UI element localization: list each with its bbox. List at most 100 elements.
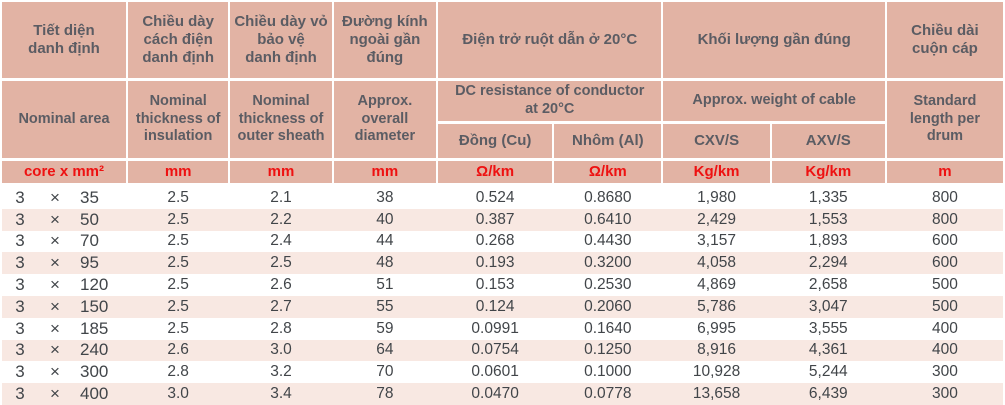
cores-count: 3 bbox=[15, 187, 25, 207]
unit-area: core x mm² bbox=[2, 161, 126, 183]
table-row: 3 × 35 2.5 2.1 38 0.524 0.8680 1,980 1,3… bbox=[2, 187, 1003, 209]
header-sheath-en: Nominal thickness of outer sheath bbox=[230, 81, 332, 158]
unit-sheath: mm bbox=[230, 161, 332, 183]
drum-length-value: 600 bbox=[932, 232, 958, 250]
subheader-aluminum: Nhôm (Al) bbox=[554, 124, 662, 158]
subheader-axvs: AXV/S bbox=[771, 124, 885, 158]
diameter-value: 44 bbox=[376, 232, 394, 250]
diameter-value: 38 bbox=[376, 188, 394, 206]
diameter-value: 70 bbox=[376, 363, 394, 381]
cxvs-weight-value: 10,928 bbox=[692, 363, 741, 381]
copper-resistance-value: 0.0470 bbox=[471, 385, 519, 403]
conductor-size: 95 bbox=[80, 253, 99, 273]
insulation-value: 2.5 bbox=[167, 276, 189, 294]
copper-resistance-value: 0.193 bbox=[475, 254, 515, 272]
insulation-value: 2.6 bbox=[167, 341, 189, 359]
insulation-value: 2.5 bbox=[167, 297, 189, 315]
header-nominal-area-vn: Tiết diện danh định bbox=[2, 2, 126, 78]
sheath-value: 2.6 bbox=[270, 276, 292, 294]
cores-count: 3 bbox=[15, 275, 25, 295]
header-resistance-group-en: DC resistance of conductor at 20°C bbox=[438, 81, 662, 121]
copper-resistance-value: 0.153 bbox=[475, 276, 515, 294]
cores-count: 3 bbox=[15, 253, 25, 273]
unit-insulation: mm bbox=[127, 161, 229, 183]
drum-length-value: 500 bbox=[932, 276, 958, 294]
diameter-value: 59 bbox=[376, 319, 394, 337]
aluminum-resistance-value: 0.1640 bbox=[584, 319, 632, 337]
header-drum-en: Standard length per drum bbox=[886, 81, 1003, 158]
times-sign: × bbox=[50, 296, 60, 316]
cxvs-weight-value: 2,429 bbox=[697, 210, 736, 228]
table-row: 3 × 300 2.8 3.2 70 0.0601 0.1000 10,928 … bbox=[2, 361, 1003, 384]
table-row: 3 × 70 2.5 2.4 44 0.268 0.4430 3,157 1,8… bbox=[2, 230, 1003, 253]
diameter-value: 48 bbox=[376, 254, 394, 272]
aluminum-resistance-value: 0.2060 bbox=[584, 297, 632, 315]
subheader-copper: Đồng (Cu) bbox=[438, 124, 553, 158]
copper-resistance-value: 0.268 bbox=[475, 232, 515, 250]
insulation-value: 2.8 bbox=[167, 363, 189, 381]
table-row: 3 × 150 2.5 2.7 55 0.124 0.2060 5,786 3,… bbox=[2, 295, 1003, 318]
aluminum-resistance-value: 0.6410 bbox=[584, 210, 632, 228]
cores-count: 3 bbox=[15, 340, 25, 360]
times-sign: × bbox=[50, 384, 60, 404]
cores-count: 3 bbox=[15, 209, 25, 229]
copper-resistance-value: 0.387 bbox=[475, 210, 515, 228]
diameter-value: 51 bbox=[376, 276, 394, 294]
subheader-cxvs: CXV/S bbox=[663, 124, 770, 158]
cores-count: 3 bbox=[15, 362, 25, 382]
axvs-weight-value: 1,553 bbox=[808, 210, 848, 228]
aluminum-resistance-value: 0.4430 bbox=[584, 232, 632, 250]
aluminum-resistance-value: 0.1000 bbox=[584, 363, 632, 381]
conductor-size: 150 bbox=[80, 296, 109, 316]
insulation-value: 2.5 bbox=[167, 254, 189, 272]
cores-count: 3 bbox=[15, 231, 25, 251]
table-row: 3 × 185 2.5 2.8 59 0.0991 0.1640 6,995 3… bbox=[2, 317, 1003, 340]
unit-diameter: mm bbox=[333, 161, 437, 183]
nominal-area-cell: 3 × 185 bbox=[2, 318, 126, 340]
cxvs-weight-value: 6,995 bbox=[697, 319, 736, 337]
cores-count: 3 bbox=[15, 318, 25, 338]
sheath-value: 2.2 bbox=[270, 210, 292, 228]
nominal-area-cell: 3 × 50 bbox=[2, 209, 126, 231]
nominal-area-cell: 3 × 70 bbox=[2, 231, 126, 253]
conductor-size: 50 bbox=[80, 209, 99, 229]
header-insulation-en: Nominal thickness of insulation bbox=[127, 81, 229, 158]
cxvs-weight-value: 13,658 bbox=[692, 385, 741, 403]
unit-cxvs: Kg/km bbox=[663, 161, 770, 183]
nominal-area-cell: 3 × 150 bbox=[2, 296, 126, 318]
times-sign: × bbox=[50, 209, 60, 229]
diameter-value: 40 bbox=[376, 210, 394, 228]
conductor-size: 70 bbox=[80, 231, 99, 251]
table-row: 3 × 50 2.5 2.2 40 0.387 0.6410 2,429 1,5… bbox=[2, 208, 1003, 231]
conductor-size: 35 bbox=[80, 187, 99, 207]
nominal-area-cell: 3 × 120 bbox=[2, 274, 126, 296]
drum-length-value: 500 bbox=[932, 297, 958, 315]
header-resistance-group-vn: Điện trở ruột dẫn ở 20°C bbox=[438, 2, 662, 78]
cxvs-weight-value: 4,869 bbox=[697, 276, 736, 294]
conductor-size: 185 bbox=[80, 318, 109, 338]
times-sign: × bbox=[50, 253, 60, 273]
header-weight-group-en: Approx. weight of cable bbox=[663, 81, 885, 121]
drum-length-value: 400 bbox=[932, 341, 958, 359]
times-sign: × bbox=[50, 318, 60, 338]
diameter-value: 78 bbox=[376, 385, 394, 403]
unit-axvs: Kg/km bbox=[771, 161, 885, 183]
axvs-weight-value: 3,555 bbox=[808, 319, 848, 337]
table-body: 3 × 35 2.5 2.1 38 0.524 0.8680 1,980 1,3… bbox=[2, 187, 1003, 405]
table-row: 3 × 95 2.5 2.5 48 0.193 0.3200 4,058 2,2… bbox=[2, 252, 1003, 275]
cores-count: 3 bbox=[15, 296, 25, 316]
nominal-area-cell: 3 × 300 bbox=[2, 361, 126, 383]
header-diameter-en: Approx. overall diameter bbox=[333, 81, 437, 158]
sheath-value: 3.4 bbox=[270, 385, 292, 403]
unit-aluminum: Ω/km bbox=[554, 161, 662, 183]
sheath-value: 2.1 bbox=[270, 188, 292, 206]
sheath-value: 2.8 bbox=[270, 319, 292, 337]
table-row: 3 × 240 2.6 3.0 64 0.0754 0.1250 8,916 4… bbox=[2, 339, 1003, 362]
unit-copper: Ω/km bbox=[438, 161, 553, 183]
nominal-area-cell: 3 × 95 bbox=[2, 252, 126, 274]
sheath-value: 2.5 bbox=[270, 254, 292, 272]
copper-resistance-value: 0.524 bbox=[475, 188, 515, 206]
cxvs-weight-value: 4,058 bbox=[697, 254, 736, 272]
times-sign: × bbox=[50, 187, 60, 207]
header-weight-group-vn: Khối lượng gần đúng bbox=[663, 2, 885, 78]
